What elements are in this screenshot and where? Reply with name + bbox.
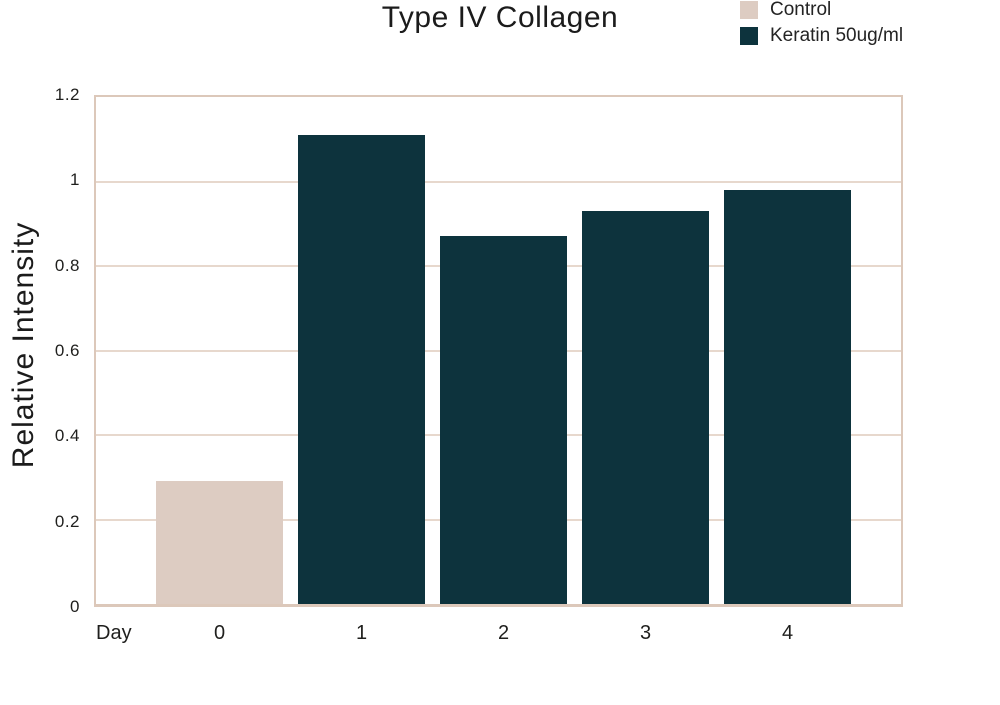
bar-slot	[156, 97, 283, 604]
legend-item: Keratin 50ug/ml	[740, 25, 904, 46]
bar-slot	[724, 97, 851, 604]
x-tick-label: 0	[213, 622, 226, 644]
bar-day-2	[440, 236, 567, 604]
bar-slot	[440, 97, 567, 604]
gridline	[96, 180, 901, 183]
x-tick-label: 1	[355, 622, 368, 644]
chart-title: Type IV Collagen	[381, 1, 619, 34]
bar-slot	[298, 97, 425, 604]
x-tick-label: 4	[781, 622, 794, 644]
y-tick-label: 0.2	[54, 511, 80, 531]
legend-label: Control	[770, 0, 832, 20]
plot-area	[94, 95, 903, 607]
legend-item: Control	[740, 0, 903, 20]
x-axis-label: Day	[96, 622, 132, 644]
bar-day-0	[156, 481, 283, 604]
bar-day-4	[724, 189, 851, 604]
y-tick-label: 1.2	[54, 85, 80, 104]
x-tick-label: 3	[639, 622, 652, 644]
y-tick-label: 0	[70, 597, 80, 616]
bar-day-3	[582, 211, 709, 604]
y-tick-label: 0.8	[54, 255, 80, 275]
legend-label: Keratin 50ug/ml	[770, 25, 904, 46]
bars-container	[96, 97, 901, 604]
bar-day-1	[298, 135, 425, 604]
bar-slot	[582, 97, 709, 604]
x-tick-label: 2	[497, 622, 510, 644]
y-tick-label: 0.6	[54, 341, 80, 360]
legend-swatch-icon	[740, 1, 758, 19]
x-axis-ticks: 0 1 2 3 4	[156, 622, 851, 645]
y-tick-label: 1	[70, 170, 80, 190]
y-tick-label: 0.4	[54, 426, 80, 446]
legend: Control Keratin 50ug/ml	[740, 0, 904, 53]
y-axis-ticks: 0 0.2 0.4 0.6 0.8 1 1.2	[0, 85, 80, 616]
legend-swatch-icon	[740, 27, 758, 45]
